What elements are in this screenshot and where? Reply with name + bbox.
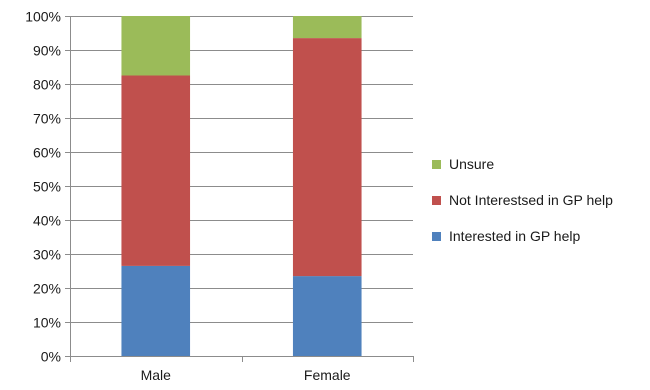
x-axis-category-labels: Male Female xyxy=(141,367,351,383)
y-tick-label: 10% xyxy=(33,315,61,331)
bar-segment-unsure-female xyxy=(292,16,362,39)
y-tick-label: 60% xyxy=(33,145,61,161)
bars xyxy=(121,16,362,356)
bar-segment-interested-in-gp-help-male xyxy=(121,265,191,356)
bar-segment-not-interestsed-in-gp-help-male xyxy=(121,75,191,266)
y-tick-label: 20% xyxy=(33,281,61,297)
y-tick-label: 30% xyxy=(33,247,61,263)
legend-label: Unsure xyxy=(449,156,494,172)
y-tick-label: 80% xyxy=(33,77,61,93)
legend: Unsure Not Interestsed in GP help Interest… xyxy=(432,156,613,244)
y-tick-label: 90% xyxy=(33,43,61,59)
y-tick-label: 40% xyxy=(33,213,61,229)
bar-segment-interested-in-gp-help-female xyxy=(292,276,362,356)
y-tick-label: 0% xyxy=(41,349,61,365)
y-axis-tick-labels: 0% 10% 20% 30% 40% 50% 60% 70% 80% 90% 100% xyxy=(25,9,61,365)
axes xyxy=(65,16,414,362)
y-tick-label: 100% xyxy=(25,9,61,25)
x-category-label: Female xyxy=(304,367,351,383)
legend-swatch xyxy=(432,196,441,205)
x-category-label: Male xyxy=(141,367,172,383)
y-tick-label: 70% xyxy=(33,111,61,127)
legend-swatch xyxy=(432,232,441,241)
legend-label: Interested in GP help xyxy=(449,228,580,244)
y-tick-label: 50% xyxy=(33,179,61,195)
legend-label: Not Interestsed in GP help xyxy=(449,192,613,208)
legend-swatch xyxy=(432,160,441,169)
bar-segment-not-interestsed-in-gp-help-female xyxy=(292,38,362,277)
bar-segment-unsure-male xyxy=(121,16,191,76)
